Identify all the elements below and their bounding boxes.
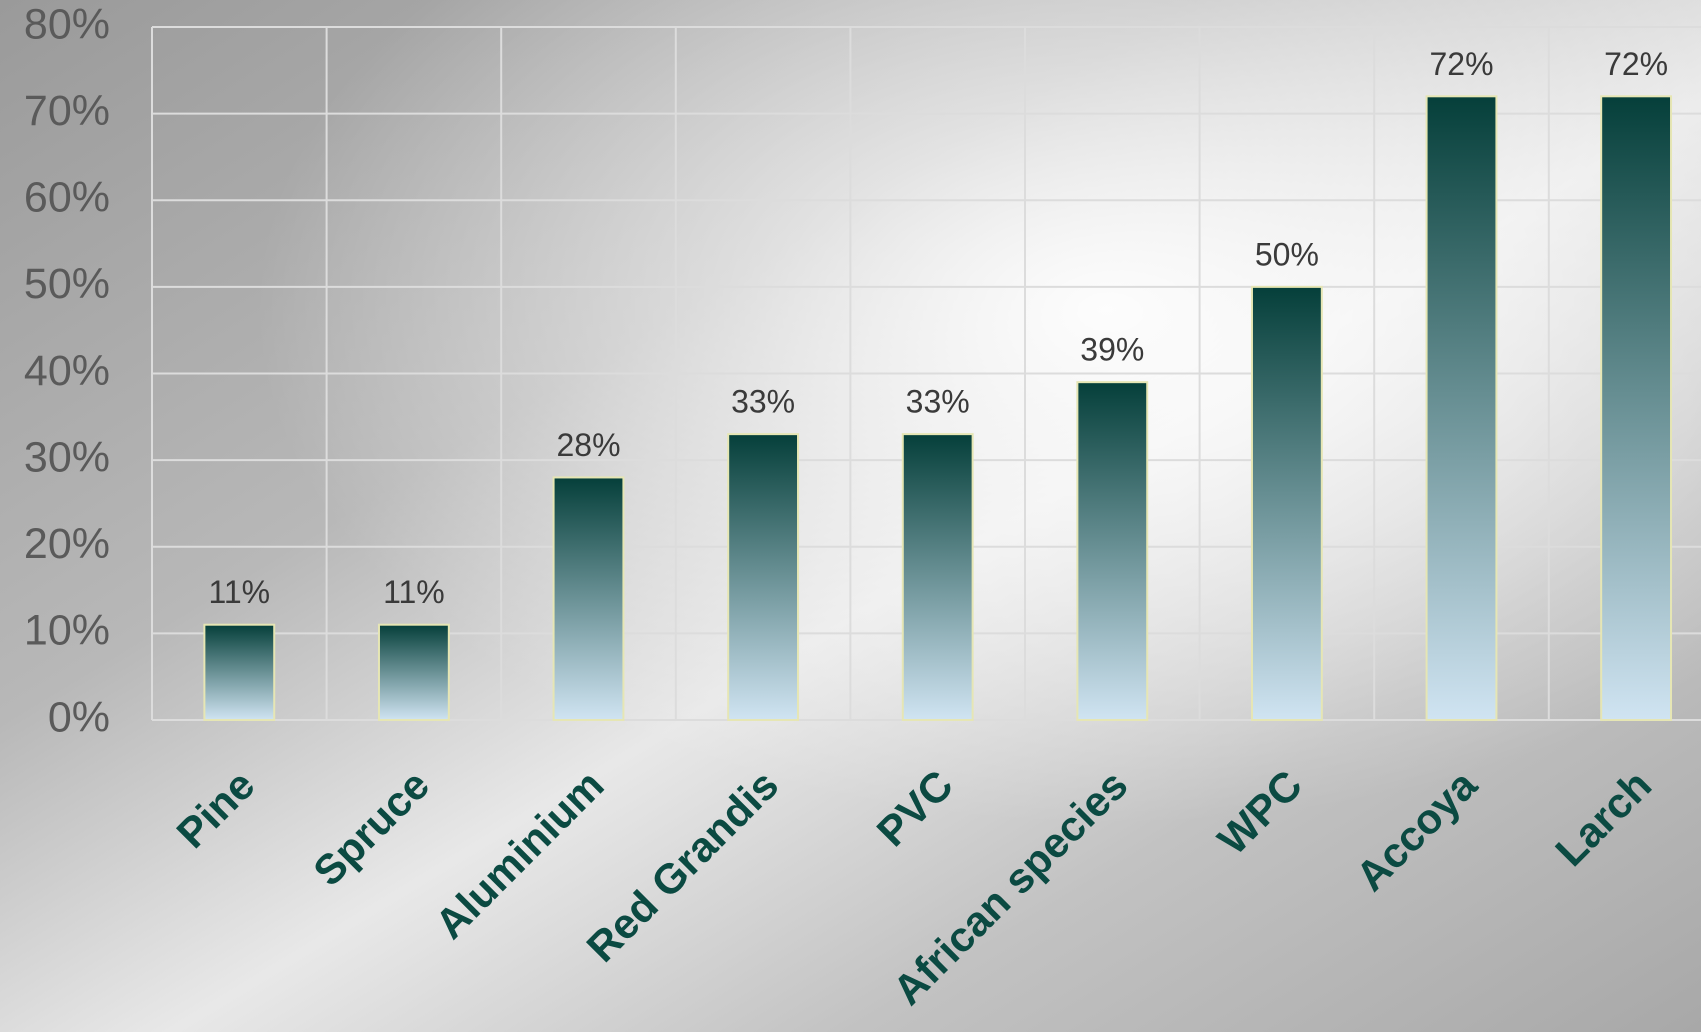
y-tick-label: 80% [24, 0, 110, 48]
value-label: 72% [1429, 46, 1493, 82]
bar [1250, 285, 1323, 721]
value-label: 28% [556, 427, 620, 463]
value-label: 11% [383, 574, 445, 610]
y-tick-label: 70% [24, 87, 110, 135]
value-label: 72% [1604, 46, 1668, 82]
bar [203, 623, 276, 722]
value-label: 39% [1080, 332, 1144, 368]
y-tick-label: 50% [24, 260, 110, 308]
y-tick-label: 10% [24, 607, 110, 655]
value-label: 33% [731, 384, 795, 420]
value-label: 50% [1255, 236, 1319, 272]
bar [1076, 381, 1149, 721]
y-tick-label: 40% [24, 347, 110, 395]
bar [1600, 95, 1673, 722]
bar [552, 476, 625, 722]
y-tick-label: 30% [24, 433, 110, 481]
y-tick-label: 0% [48, 693, 110, 741]
y-tick-label: 20% [24, 520, 110, 568]
bar [901, 433, 974, 721]
y-tick-label: 60% [24, 174, 110, 222]
bar [1425, 95, 1498, 722]
bar [727, 433, 800, 721]
value-label: 33% [906, 384, 970, 420]
value-label: 11% [208, 574, 270, 610]
bar [377, 623, 450, 722]
